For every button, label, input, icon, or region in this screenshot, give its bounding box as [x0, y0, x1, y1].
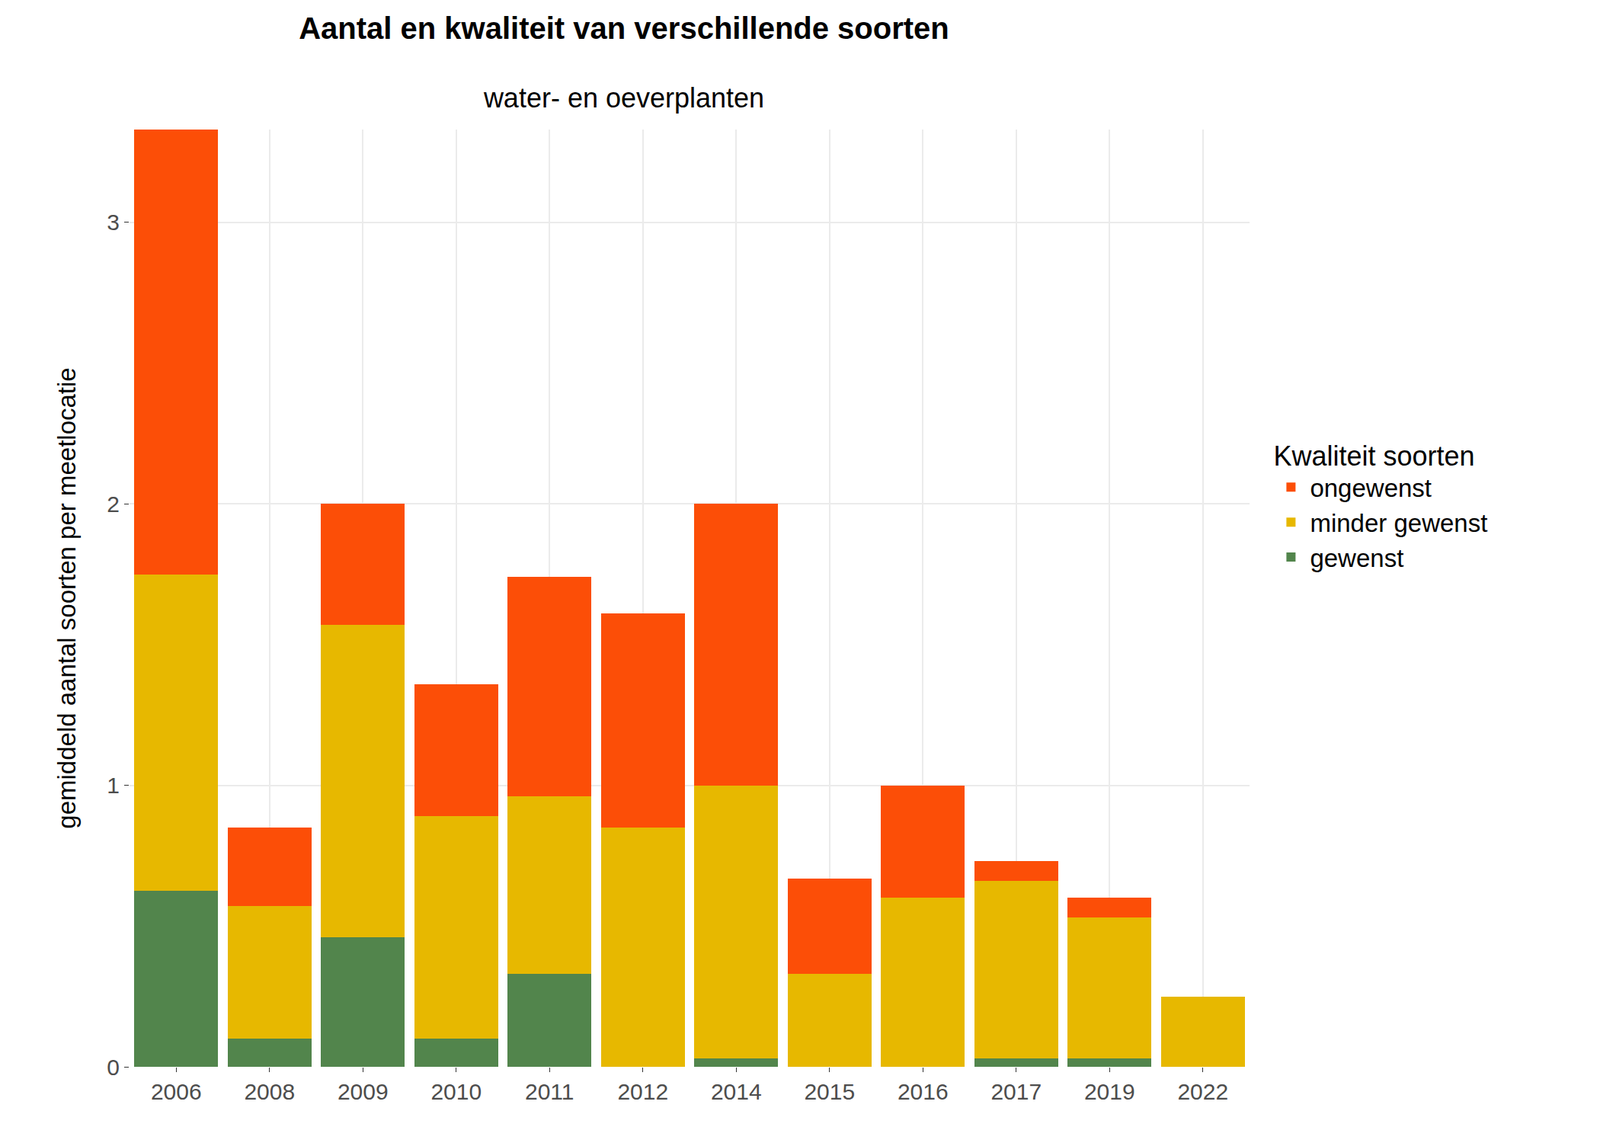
svg-text:gewenst: gewenst: [1309, 544, 1404, 573]
svg-text:2022: 2022: [1177, 1078, 1229, 1104]
svg-text:2: 2: [106, 491, 120, 517]
svg-text:ongewenst: ongewenst: [1309, 473, 1432, 503]
svg-text:2012: 2012: [617, 1078, 669, 1104]
svg-text:gemiddeld aantal soorten per m: gemiddeld aantal soorten per meetlocatie: [52, 367, 81, 829]
svg-text:2008: 2008: [243, 1078, 295, 1104]
svg-text:minder gewenst: minder gewenst: [1309, 508, 1488, 538]
svg-text:water- en oeverplanten: water- en oeverplanten: [483, 82, 765, 114]
svg-text:Aantal en kwaliteit van versch: Aantal en kwaliteit van verschillende so…: [298, 11, 950, 45]
svg-text:2016: 2016: [897, 1078, 949, 1104]
svg-text:2014: 2014: [710, 1078, 762, 1104]
svg-text:1: 1: [106, 772, 120, 798]
svg-text:0: 0: [106, 1054, 120, 1080]
svg-text:2006: 2006: [150, 1078, 202, 1104]
svg-text:3: 3: [106, 209, 120, 235]
svg-text:Kwaliteit soorten: Kwaliteit soorten: [1273, 440, 1475, 472]
svg-text:2017: 2017: [990, 1078, 1042, 1104]
svg-text:2015: 2015: [803, 1078, 855, 1104]
svg-text:2010: 2010: [430, 1078, 482, 1104]
svg-text:2009: 2009: [337, 1078, 389, 1104]
svg-text:2019: 2019: [1084, 1078, 1136, 1104]
svg-text:2011: 2011: [524, 1078, 575, 1104]
